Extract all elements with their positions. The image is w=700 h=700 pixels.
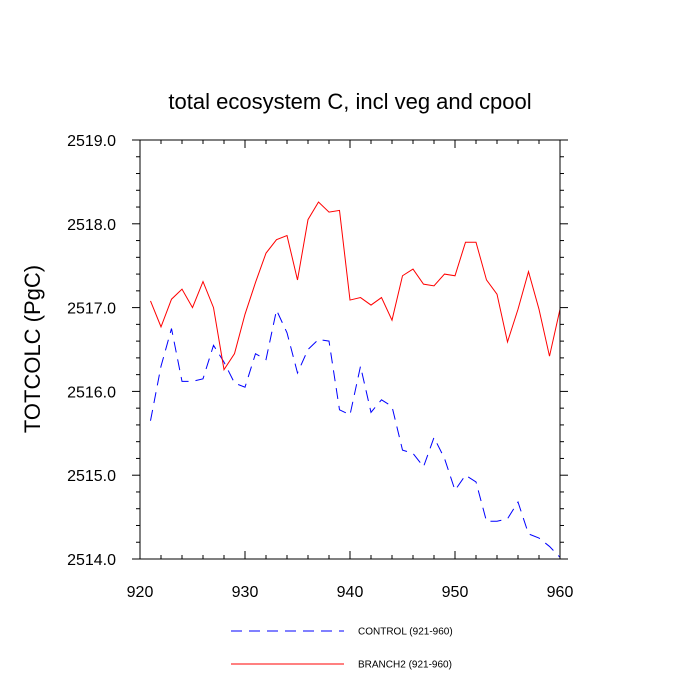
legend: CONTROL (921-960) BRANCH2 (921-960) (231, 627, 453, 671)
series-layer (150, 201, 561, 558)
legend-label: CONTROL (921-960) (358, 627, 453, 638)
legend-label: BRANCH2 (921-960) (358, 660, 452, 671)
plot-frame (139, 139, 561, 560)
x-tick-label: 950 (442, 584, 469, 601)
y-tick-label: 2516.0 (67, 384, 116, 401)
series-line-control (150, 308, 561, 558)
series-line-branch2 (150, 201, 561, 371)
y-tick-label: 2514.0 (67, 552, 116, 569)
x-tick-label: 960 (547, 584, 574, 601)
x-tick-label: 920 (127, 584, 154, 601)
y-axis-label: TOTCOLC (PgC) (20, 265, 45, 433)
x-tick-label: 940 (337, 584, 364, 601)
y-tick-label: 2515.0 (67, 468, 116, 485)
axis-ticks: 920 930 940 950 960 2514.0 2515.0 2516.0 2517.0 2… (67, 133, 573, 601)
y-tick-label: 2518.0 (67, 217, 116, 234)
y-tick-label: 2517.0 (67, 301, 116, 318)
chart-title: total ecosystem C, incl veg and cpool (168, 89, 531, 114)
x-tick-label: 930 (232, 584, 259, 601)
y-tick-label: 2519.0 (67, 133, 116, 150)
